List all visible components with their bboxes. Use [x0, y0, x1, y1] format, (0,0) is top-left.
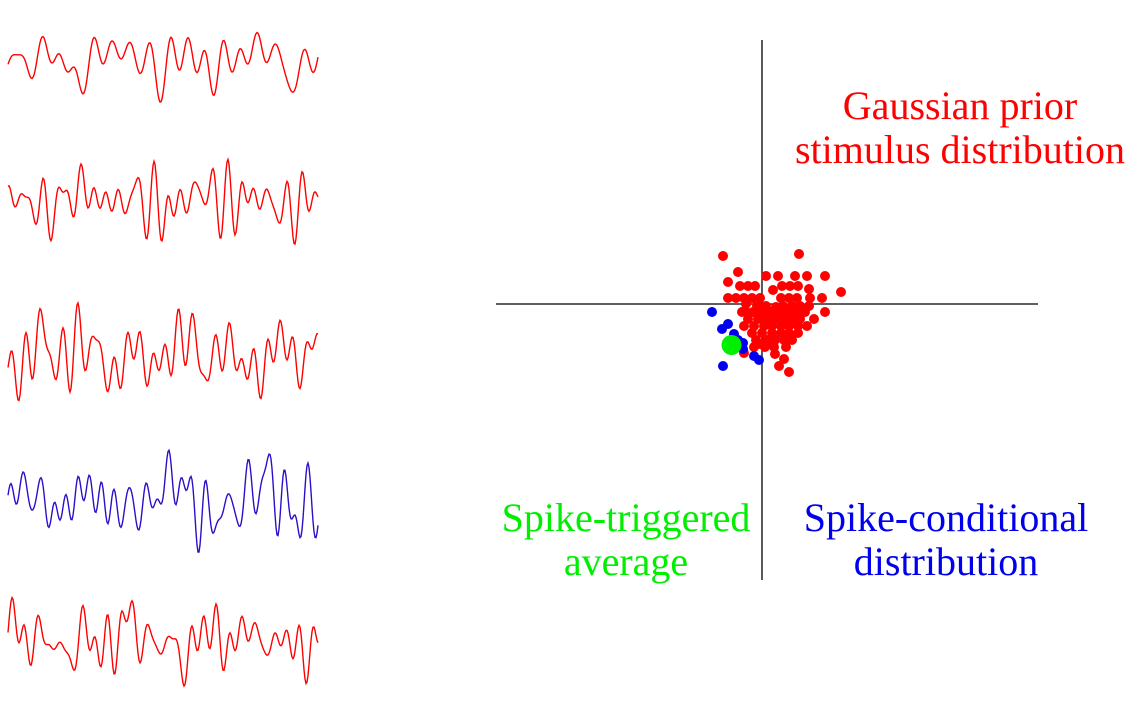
prior-point	[793, 281, 803, 291]
conditional-point	[723, 319, 733, 329]
sta-label-line-1: Spike-triggered	[501, 495, 751, 540]
prior-point	[774, 361, 784, 371]
prior-point	[800, 307, 810, 317]
prior-point	[733, 267, 743, 277]
prior-point	[743, 281, 753, 291]
prior-point	[761, 271, 771, 281]
prior-point	[773, 271, 783, 281]
prior-point	[750, 281, 760, 291]
prior-point	[793, 321, 803, 331]
prior-point	[836, 287, 846, 297]
prior-point	[794, 249, 804, 259]
prior-point	[777, 281, 787, 291]
prior-point	[731, 293, 741, 303]
prior-point	[809, 314, 819, 324]
prior-point	[802, 271, 812, 281]
prior-point	[784, 293, 794, 303]
cond-label-line-2: distribution	[853, 539, 1039, 584]
prior-point	[817, 293, 827, 303]
prior-point	[779, 354, 789, 364]
prior-point	[755, 339, 765, 349]
cond-label-line-1: Spike-conditional	[803, 495, 1089, 540]
prior-label-line-2: stimulus distribution	[794, 127, 1126, 172]
conditional-point	[718, 361, 728, 371]
stimulus-trace	[7, 301, 318, 402]
sta-label-line-2: average	[563, 539, 689, 584]
spike-trace	[7, 448, 319, 553]
spike-triggered-average-point	[721, 335, 742, 355]
gaussian-prior-label: Gaussian prior stimulus distribution	[774, 84, 1146, 172]
prior-point	[718, 251, 728, 261]
stimulus-space-plot	[496, 40, 1038, 580]
prior-point	[723, 277, 733, 287]
prior-point	[741, 299, 751, 309]
prior-point	[739, 321, 749, 331]
prior-point	[784, 367, 794, 377]
prior-point	[793, 328, 803, 338]
prior-point	[784, 321, 794, 331]
prior-label-line-1: Gaussian prior	[842, 83, 1078, 128]
prior-point	[723, 293, 733, 303]
prior-point	[768, 285, 778, 295]
prior-point	[781, 342, 791, 352]
prior-point	[785, 281, 795, 291]
prior-point	[820, 307, 830, 317]
prior-point	[820, 271, 830, 281]
prior-point	[802, 321, 812, 331]
conditional-point	[754, 355, 764, 365]
prior-point	[790, 271, 800, 281]
scatter-points	[707, 249, 846, 377]
prior-point	[776, 321, 786, 331]
prior-point	[805, 293, 815, 303]
stimulus-trace	[7, 31, 319, 103]
prior-point	[766, 337, 776, 347]
prior-point	[757, 328, 767, 338]
stimulus-trace	[7, 595, 319, 688]
spike-triggered-average-label: Spike-triggered average	[490, 496, 762, 584]
prior-point	[767, 321, 777, 331]
prior-point	[755, 293, 765, 303]
conditional-point	[707, 307, 717, 317]
prior-point	[743, 308, 753, 318]
spike-conditional-label: Spike-conditional distribution	[786, 496, 1106, 584]
prior-point	[792, 293, 802, 303]
prior-point	[787, 335, 797, 345]
prior-point	[735, 281, 745, 291]
stimulus-traces	[7, 31, 319, 688]
prior-point	[776, 293, 786, 303]
prior-point	[804, 284, 814, 294]
stimulus-trace	[7, 156, 319, 246]
prior-point	[770, 349, 780, 359]
